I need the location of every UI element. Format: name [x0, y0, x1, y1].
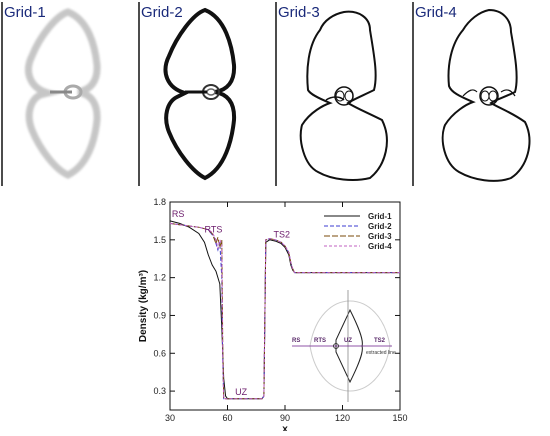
series-line-grid-1	[169, 220, 400, 400]
density-chart: 30 60 90 120 150 0.3 0.6 0.9 1.2 1.5 1.8 x Density (…	[0, 186, 550, 435]
series-line-grid-2	[169, 222, 400, 400]
annotation-ts2: TS2	[274, 229, 291, 239]
inset-label-uz: UZ	[344, 338, 352, 344]
series-line-grid-3	[169, 222, 400, 400]
y-tick-label: 1.8	[153, 197, 166, 207]
inset-label-extracted-line: extracted line	[366, 350, 396, 356]
legend-label-grid-2: Grid-2	[368, 222, 392, 231]
grid-2-label: Grid-2	[141, 4, 183, 21]
x-axis-title: x	[282, 424, 288, 431]
legend-label-grid-3: Grid-3	[368, 232, 392, 241]
x-tick-label: 120	[335, 413, 350, 423]
inset-label-rts: RTS	[314, 338, 326, 344]
chart-series	[169, 220, 400, 400]
grid-3-label: Grid-3	[278, 4, 320, 21]
grid-1-density-contour	[1, 2, 101, 186]
grid-3-density-contour	[275, 2, 388, 186]
x-tick-label: 60	[222, 413, 232, 423]
density-chart-svg: 30 60 90 120 150 0.3 0.6 0.9 1.2 1.5 1.8 x Density (…	[138, 197, 408, 435]
y-axis-title: Density (kg/m³)	[138, 270, 149, 342]
x-tick-label: 30	[165, 413, 175, 423]
x-tick-label: 90	[280, 413, 290, 423]
annotation-uz: UZ	[235, 387, 247, 397]
annotation-rs: RS	[172, 209, 185, 219]
x-tick-label: 150	[392, 413, 407, 423]
chart-annotations: RS RTS TS2 UZ	[172, 209, 290, 397]
y-tick-label: 1.2	[153, 273, 166, 283]
schematic-inset: RS RTS UZ TS2 extracted line	[292, 290, 396, 402]
y-tick-label: 0.3	[153, 386, 166, 396]
y-tick-label: 0.6	[153, 348, 166, 358]
y-tick-label: 0.9	[153, 310, 166, 320]
grid-panel-1: Grid-1	[0, 0, 137, 186]
grid-4-label: Grid-4	[415, 4, 457, 21]
chart-axes: 30 60 90 120 150 0.3 0.6 0.9 1.2 1.5 1.8 x Density (…	[138, 197, 408, 435]
grid-panel-3: Grid-3	[274, 0, 411, 186]
legend-label-grid-1: Grid-1	[368, 212, 392, 221]
grid-panel-4: Grid-4	[411, 0, 550, 186]
inset-label-ts2: TS2	[374, 338, 386, 344]
series-line-grid-4	[169, 222, 400, 400]
grid-1-label: Grid-1	[4, 4, 46, 21]
y-tick-label: 1.5	[153, 235, 166, 245]
grid-4-density-contour	[412, 2, 531, 186]
inset-label-rs: RS	[292, 338, 300, 344]
annotation-rts: RTS	[205, 224, 223, 234]
grid-panel-2: Grid-2	[137, 0, 274, 186]
grid-2-density-contour	[138, 2, 237, 186]
legend-label-grid-4: Grid-4	[368, 242, 392, 251]
inset-vortex	[333, 343, 339, 349]
